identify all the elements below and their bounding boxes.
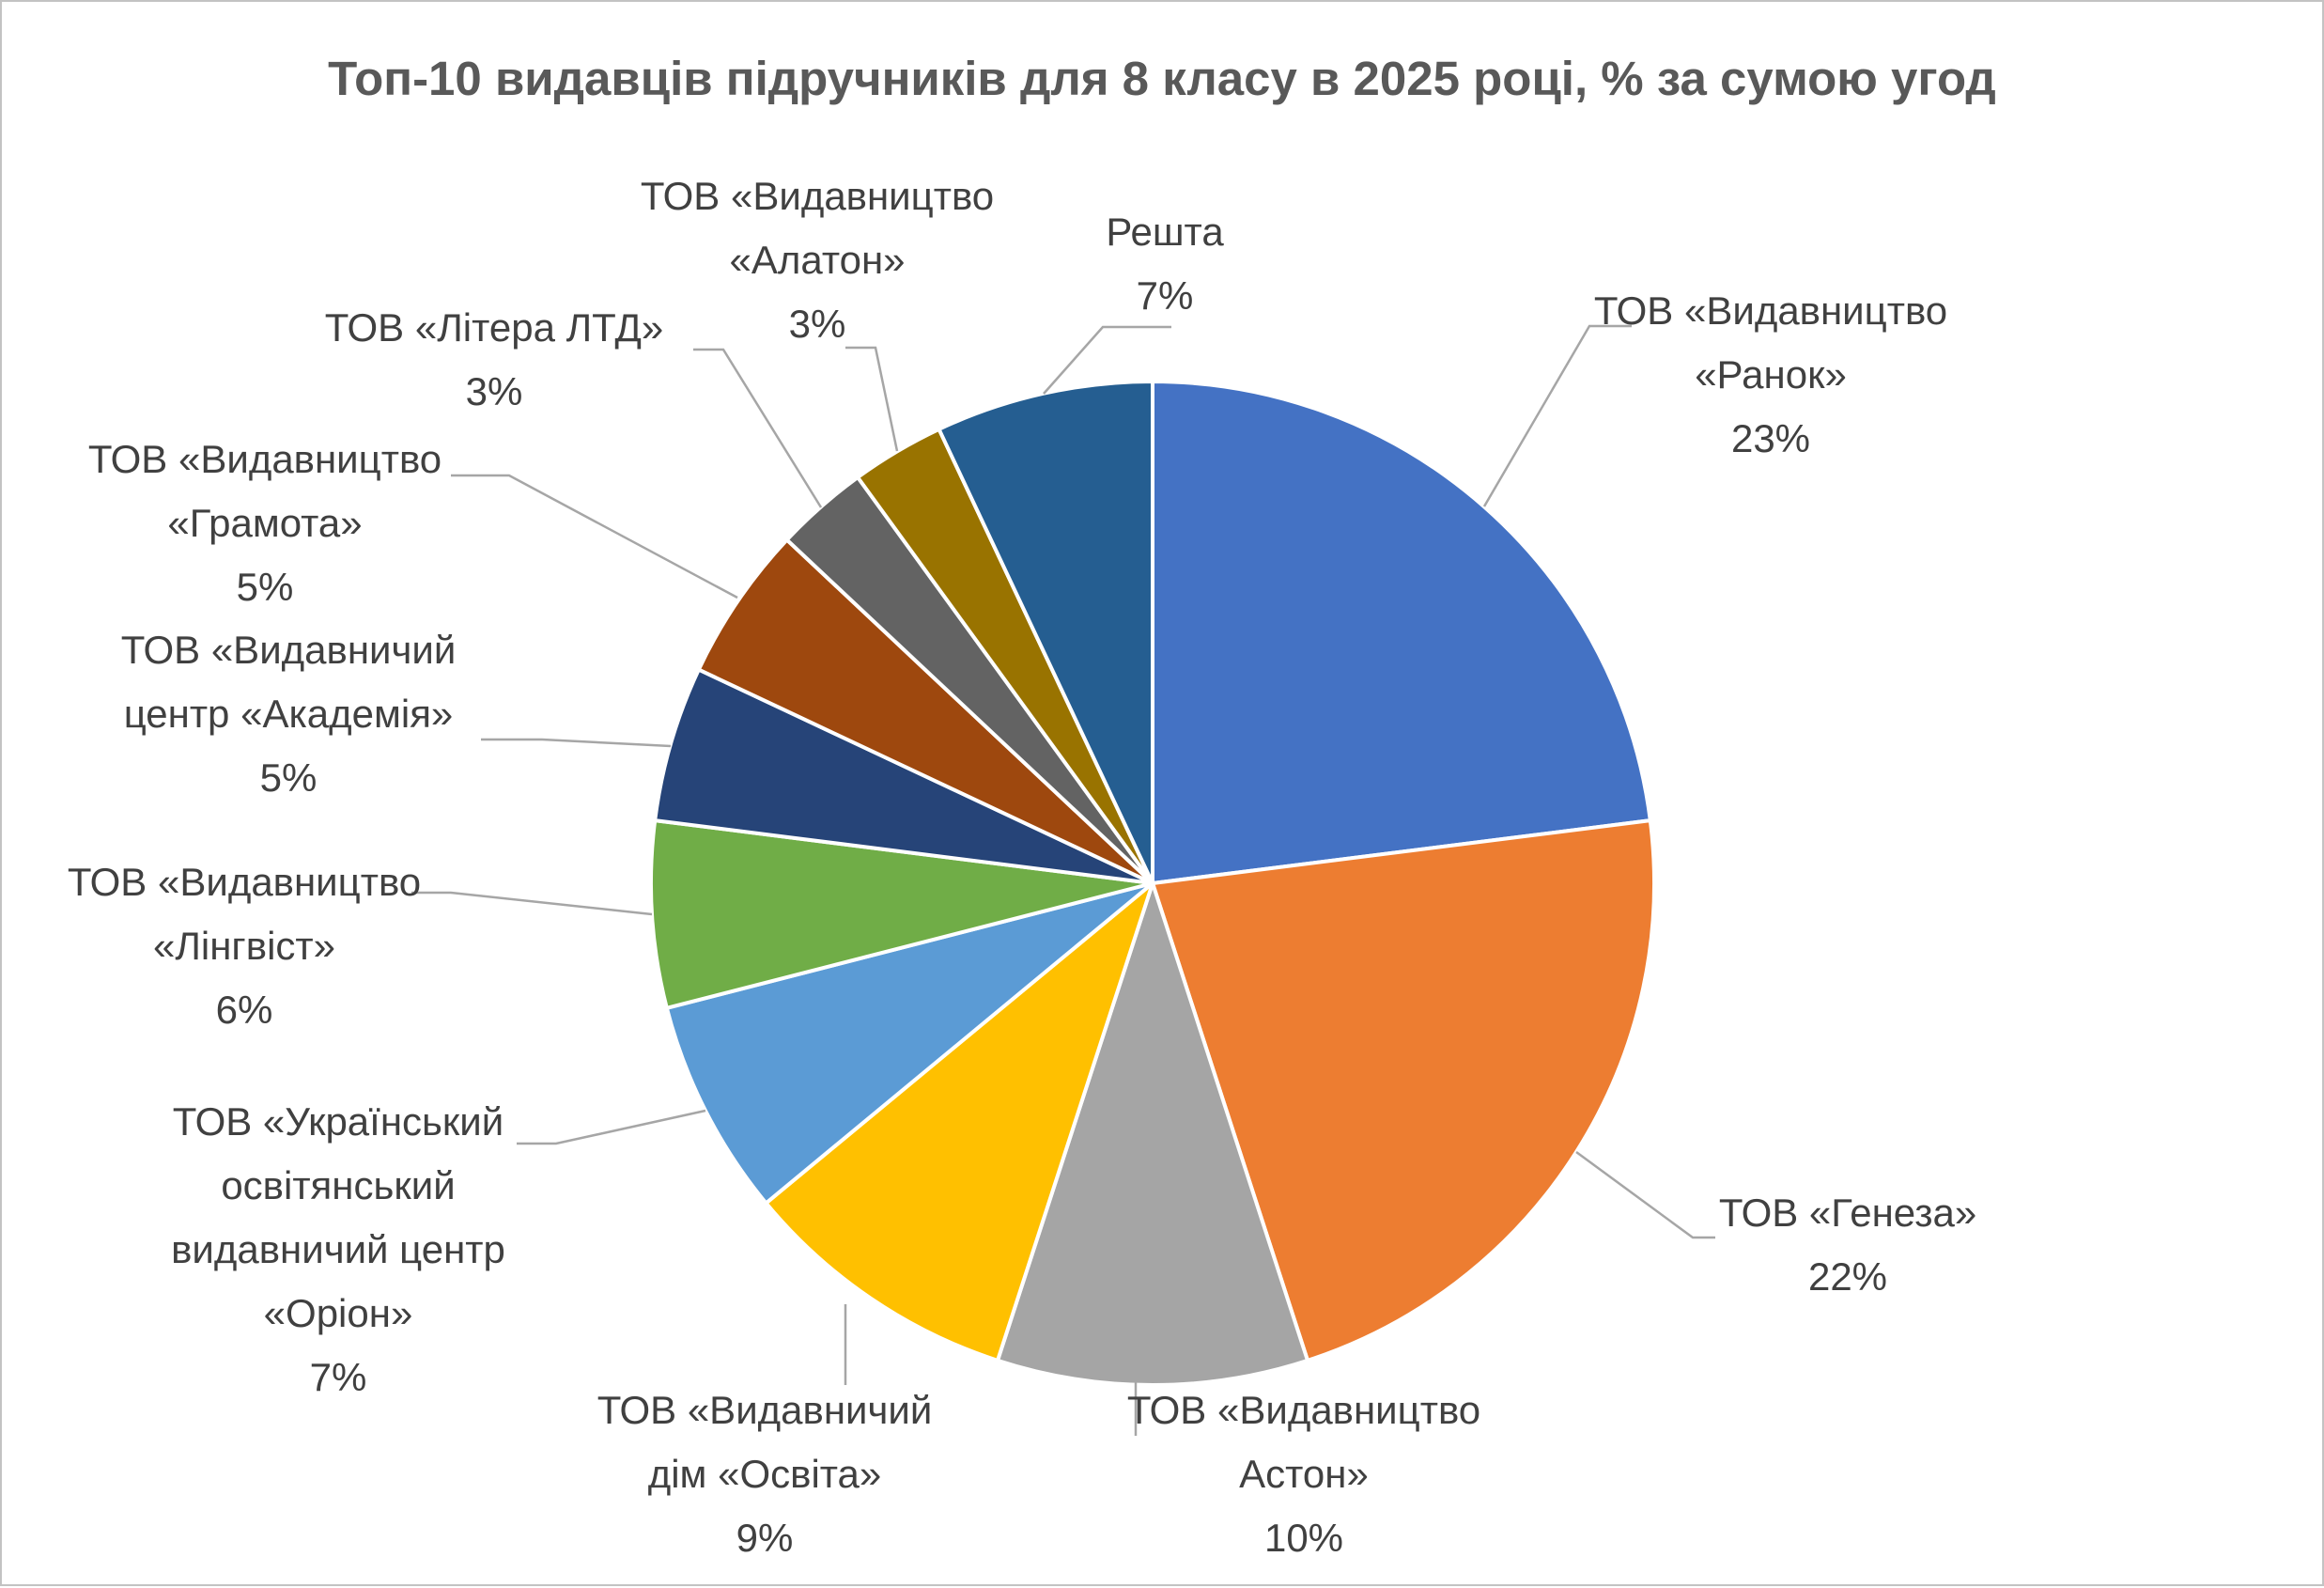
slice-label-line: ТОВ «Видавництво <box>1593 288 1948 333</box>
slice-label-hramota: ТОВ «Видавництво «Грамота» 5% <box>88 428 442 619</box>
slice-label-lingvist: ТОВ «Видавництво «Лінгвіст» 6% <box>68 850 421 1042</box>
slice-label-line: «Алатон» <box>729 238 906 282</box>
slice-label-line: Решта <box>1106 210 1224 254</box>
slice-label-line: центр «Академія» <box>123 692 454 736</box>
pie-slice-lingvist <box>649 818 1154 1010</box>
slice-pct-value: 23% <box>1730 416 1811 460</box>
slice-pct-value: 10% <box>1263 1516 1344 1560</box>
leader-line-geneza <box>1575 1150 1715 1239</box>
slice-label-akademia: ТОВ «Видавничий центр «Академія» 5% <box>121 618 457 810</box>
slice-label-aston: ТОВ «Видавництво Астон» 10% <box>1127 1378 1480 1570</box>
leader-line-alaton <box>845 346 899 452</box>
slice-label-line: ТОВ «Видавництво <box>67 860 422 904</box>
slice-pct-value: 3% <box>465 369 523 413</box>
slice-label-osvita: ТОВ «Видавничий дім «Освіта» 9% <box>597 1378 933 1570</box>
slice-label-litera: ТОВ «Літера ЛТД» 3% <box>325 296 664 424</box>
leader-line-lingvist <box>411 891 653 916</box>
slice-label-line: ТОВ «Літера ЛТД» <box>324 305 664 350</box>
pie-slice-orion <box>664 881 1154 1206</box>
leader-line-orion <box>517 1109 706 1145</box>
pie-slice-geneza <box>1151 818 1656 1362</box>
slice-label-ranok: ТОВ «Видавництво «Ранок» 23% <box>1594 279 1947 471</box>
pie-slice-osvita <box>764 881 1154 1362</box>
pie-slice-akademia <box>653 667 1154 885</box>
slice-pct-value: 5% <box>259 755 318 800</box>
slice-label-geneza: ТОВ «Генеза» 22% <box>1719 1181 1976 1309</box>
pie-slice-aston <box>996 881 1309 1388</box>
slice-pct-value: 5% <box>236 565 294 609</box>
slice-label-line: ТОВ «Видавництво <box>640 174 995 218</box>
leader-line-litera <box>693 348 823 508</box>
leader-line-hramota <box>451 474 738 599</box>
slice-pct-value: 6% <box>215 988 273 1032</box>
slice-pct-value: 22% <box>1807 1254 1888 1299</box>
slice-label-line: «Оріон» <box>263 1291 413 1335</box>
slice-pct-value: 7% <box>309 1355 367 1399</box>
slice-label-line: «Грамота» <box>167 501 363 545</box>
leader-lines <box>411 324 1715 1436</box>
slice-label-line: освітянський <box>221 1163 456 1207</box>
slice-label-line: ТОВ «Видавничий <box>120 628 457 672</box>
slice-label-line: «Лінгвіст» <box>152 924 335 968</box>
pie-slice-hramota <box>696 537 1154 885</box>
slice-pct-value: 9% <box>736 1516 794 1560</box>
leader-line-ranok <box>1482 324 1632 507</box>
slice-label-orion: ТОВ «Український освітянський видавничий ц… <box>171 1090 505 1409</box>
pie-slices <box>649 380 1656 1388</box>
slice-label-line: ТОВ «Видавництво <box>87 437 442 481</box>
chart-title: Топ-10 видавців підручників для 8 класу … <box>328 52 1996 105</box>
slice-label-line: Астон» <box>1239 1452 1369 1496</box>
pie-slice-reshta <box>937 380 1154 885</box>
slice-label-line: «Ранок» <box>1695 352 1847 397</box>
slice-label-line: ТОВ «Генеза» <box>1718 1191 1977 1235</box>
pie-slice-ranok <box>1151 380 1652 885</box>
slice-label-alaton: ТОВ «Видавництво «Алатон» 3% <box>641 164 994 356</box>
slice-label-line: ТОВ «Український <box>172 1099 504 1144</box>
slice-pct-value: 3% <box>788 302 846 346</box>
slice-label-line: дім «Освіта» <box>647 1452 882 1496</box>
slice-label-line: ТОВ «Видавництво <box>1126 1388 1481 1432</box>
slice-label-line: видавничий центр <box>171 1227 505 1271</box>
slice-label-reshta: Решта 7% <box>1106 200 1223 328</box>
slice-label-line: ТОВ «Видавничий <box>596 1388 933 1432</box>
leader-line-akademia <box>481 738 672 748</box>
slice-pct-value: 7% <box>1136 273 1194 318</box>
leader-line-reshta <box>1043 325 1171 395</box>
